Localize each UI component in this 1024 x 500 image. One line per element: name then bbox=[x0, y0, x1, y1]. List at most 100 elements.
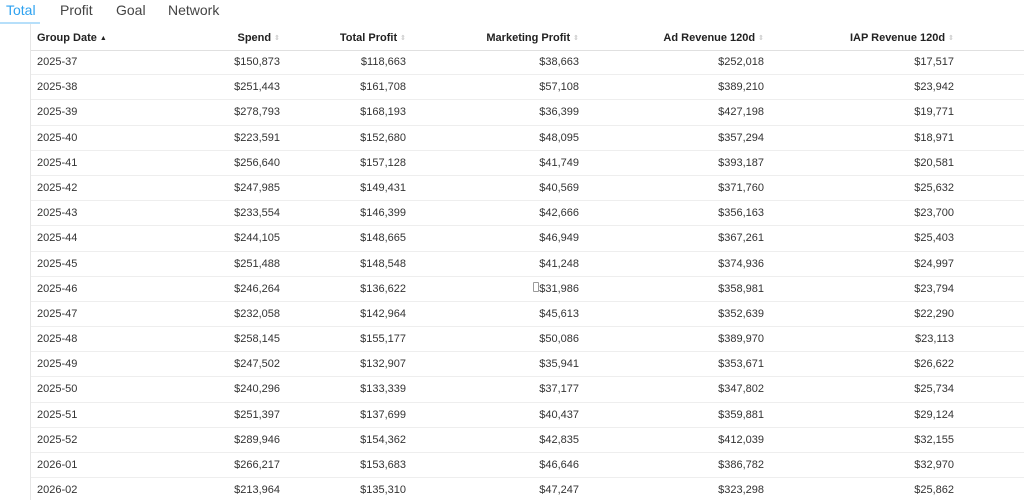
total-profit-cell: $118,663 bbox=[360, 56, 406, 68]
group-date-cell: 2025-45 bbox=[37, 257, 78, 270]
column-header-marketing-profit[interactable]: Marketing Profit ⇕ bbox=[486, 32, 579, 44]
iap-revenue-cell: $25,632 bbox=[914, 181, 954, 194]
tab-network[interactable]: Network bbox=[168, 2, 220, 18]
group-date-cell: 2026-01 bbox=[37, 459, 78, 471]
total-profit-cell: $133,339 bbox=[360, 383, 406, 396]
table-row[interactable]: 2025-37 $150,873 $118,663 $38,663 $252,018 $1… bbox=[31, 50, 1024, 76]
table-row[interactable]: 2025-39 $278,793 $168,193 $36,399 $427,198 $1… bbox=[31, 100, 1024, 126]
table-row[interactable]: 2025-46 $246,264 $136,622 $31,986 $358,981 $2… bbox=[31, 277, 1024, 302]
table-row[interactable]: 2025-50 $240,296 $133,339 $37,177 $347,802 $2… bbox=[31, 377, 1024, 403]
tab-goal[interactable]: Goal bbox=[116, 2, 146, 18]
sort-ascending-icon: ▲ bbox=[99, 35, 107, 42]
spend-cell: $213,964 bbox=[234, 484, 280, 497]
spend-cell: $150,873 bbox=[234, 56, 280, 68]
total-profit-cell: $137,699 bbox=[360, 408, 406, 421]
iap-revenue-cell: $25,403 bbox=[914, 232, 954, 245]
group-date-cell: 2025-49 bbox=[37, 358, 78, 371]
marketing-profit-cell: $40,437 bbox=[539, 408, 579, 421]
group-date-cell: 2025-39 bbox=[37, 106, 78, 119]
group-date-cell: 2025-52 bbox=[37, 433, 78, 446]
iap-revenue-cell: $20,581 bbox=[914, 156, 954, 169]
tab-profit[interactable]: Profit bbox=[60, 2, 93, 18]
ad-revenue-cell: $353,671 bbox=[718, 358, 764, 371]
data-table: Group Date ▲ Spend ⇕ Total Profit ⇕ Marketi… bbox=[30, 24, 1024, 500]
spend-cell: $232,058 bbox=[234, 307, 280, 320]
spend-cell: $256,640 bbox=[234, 156, 280, 169]
total-profit-cell: $161,708 bbox=[360, 81, 406, 94]
iap-revenue-cell: $25,734 bbox=[914, 383, 954, 396]
sort-icon: ⇕ bbox=[400, 35, 406, 42]
column-header-iap-revenue-120d[interactable]: IAP Revenue 120d ⇕ bbox=[849, 32, 954, 44]
table-row[interactable]: 2025-40 $223,591 $152,680 $48,095 $357,294 $1… bbox=[31, 126, 1024, 151]
marketing-profit-cell: $57,108 bbox=[539, 81, 579, 94]
column-header-group-date[interactable]: Group Date ▲ bbox=[37, 32, 107, 44]
group-date-cell: 2026-02 bbox=[37, 484, 78, 497]
table-row[interactable]: 2026-01 $266,217 $153,683 $46,646 $386,782 $3… bbox=[31, 453, 1024, 479]
table-row[interactable]: 2025-45 $251,488 $148,548 $41,248 $374,936 $2… bbox=[31, 252, 1024, 277]
ad-revenue-cell: $412,039 bbox=[718, 433, 764, 446]
iap-revenue-cell: $23,942 bbox=[914, 81, 954, 94]
spend-cell: $247,502 bbox=[234, 358, 280, 371]
total-profit-cell: $148,548 bbox=[360, 257, 406, 270]
iap-revenue-cell: $23,794 bbox=[914, 282, 954, 295]
view-tabs: Total Profit Goal Network bbox=[0, 0, 1024, 24]
marketing-profit-cell: $50,086 bbox=[539, 333, 579, 346]
group-date-cell: 2025-47 bbox=[37, 307, 78, 320]
marketing-profit-cell: $45,613 bbox=[539, 307, 579, 320]
group-date-cell: 2025-43 bbox=[37, 207, 78, 220]
table-row[interactable]: 2025-42 $247,985 $149,431 $40,569 $371,760 $2… bbox=[31, 176, 1024, 202]
group-date-cell: 2025-51 bbox=[37, 408, 78, 421]
table-row[interactable]: 2025-51 $251,397 $137,699 $40,437 $359,881 $2… bbox=[31, 403, 1024, 428]
total-profit-cell: $136,622 bbox=[360, 282, 406, 295]
tab-total[interactable]: Total bbox=[6, 2, 36, 18]
total-profit-cell: $152,680 bbox=[360, 131, 406, 144]
ad-revenue-cell: $367,261 bbox=[718, 232, 764, 245]
table-row[interactable]: 2025-44 $244,105 $148,665 $46,949 $367,261 $2… bbox=[31, 226, 1024, 252]
ad-revenue-cell: $374,936 bbox=[718, 257, 764, 270]
marketing-profit-cell: $48,095 bbox=[539, 131, 579, 144]
marketing-profit-cell: $41,749 bbox=[539, 156, 579, 169]
marketing-profit-cell: $46,646 bbox=[539, 459, 579, 471]
total-profit-cell: $153,683 bbox=[360, 459, 406, 471]
column-header-spend[interactable]: Spend ⇕ bbox=[237, 32, 281, 44]
table-row[interactable]: 2025-41 $256,640 $157,128 $41,749 $393,187 $2… bbox=[31, 151, 1024, 176]
total-profit-cell: $154,362 bbox=[360, 433, 406, 446]
ad-revenue-cell: $323,298 bbox=[718, 484, 764, 497]
table-row[interactable]: 2025-47 $232,058 $142,964 $45,613 $352,639 $2… bbox=[31, 302, 1024, 328]
group-date-cell: 2025-40 bbox=[37, 131, 78, 144]
spend-cell: $258,145 bbox=[234, 333, 280, 346]
ad-revenue-cell: $389,210 bbox=[718, 81, 764, 94]
ad-revenue-cell: $356,163 bbox=[718, 207, 764, 220]
table-header: Group Date ▲ Spend ⇕ Total Profit ⇕ Marketi… bbox=[31, 24, 1024, 51]
iap-revenue-cell: $17,517 bbox=[914, 56, 954, 68]
column-header-ad-revenue-120d[interactable]: Ad Revenue 120d ⇕ bbox=[663, 32, 764, 44]
group-date-cell: 2025-48 bbox=[37, 333, 78, 346]
ad-revenue-cell: $359,881 bbox=[718, 408, 764, 421]
group-date-cell: 2025-38 bbox=[37, 81, 78, 94]
table-row[interactable]: 2025-43 $233,554 $146,399 $42,666 $356,163 $2… bbox=[31, 201, 1024, 227]
ad-revenue-cell: $393,187 bbox=[718, 156, 764, 169]
table-body: 2025-37 $150,873 $118,663 $38,663 $252,018 $1… bbox=[31, 50, 1024, 500]
table-row[interactable]: 2025-49 $247,502 $132,907 $35,941 $353,671 $2… bbox=[31, 352, 1024, 378]
total-profit-cell: $146,399 bbox=[360, 207, 406, 220]
marketing-profit-cell: $31,986 bbox=[539, 282, 579, 295]
table-row[interactable]: 2025-52 $289,946 $154,362 $42,835 $412,039 $3… bbox=[31, 428, 1024, 453]
sort-icon: ⇕ bbox=[573, 35, 579, 42]
spend-cell: $247,985 bbox=[234, 181, 280, 194]
spend-cell: $289,946 bbox=[234, 433, 280, 446]
spend-cell: $223,591 bbox=[234, 131, 280, 144]
ad-revenue-cell: $371,760 bbox=[718, 181, 764, 194]
spend-cell: $244,105 bbox=[234, 232, 280, 245]
iap-revenue-cell: $26,622 bbox=[914, 358, 954, 371]
ad-revenue-cell: $386,782 bbox=[718, 459, 764, 471]
iap-revenue-cell: $19,771 bbox=[914, 106, 954, 119]
total-profit-cell: $135,310 bbox=[360, 484, 406, 497]
table-row[interactable]: 2026-02 $213,964 $135,310 $47,247 $323,298 $2… bbox=[31, 478, 1024, 500]
iap-revenue-cell: $22,290 bbox=[914, 307, 954, 320]
ad-revenue-cell: $389,970 bbox=[718, 333, 764, 346]
table-row[interactable]: 2025-48 $258,145 $155,177 $50,086 $389,970 $2… bbox=[31, 327, 1024, 353]
marketing-profit-cell: $47,247 bbox=[539, 484, 579, 497]
column-header-total-profit[interactable]: Total Profit ⇕ bbox=[339, 32, 406, 44]
table-row[interactable]: 2025-38 $251,443 $161,708 $57,108 $389,210 $2… bbox=[31, 75, 1024, 101]
sort-icon: ⇕ bbox=[274, 35, 280, 42]
